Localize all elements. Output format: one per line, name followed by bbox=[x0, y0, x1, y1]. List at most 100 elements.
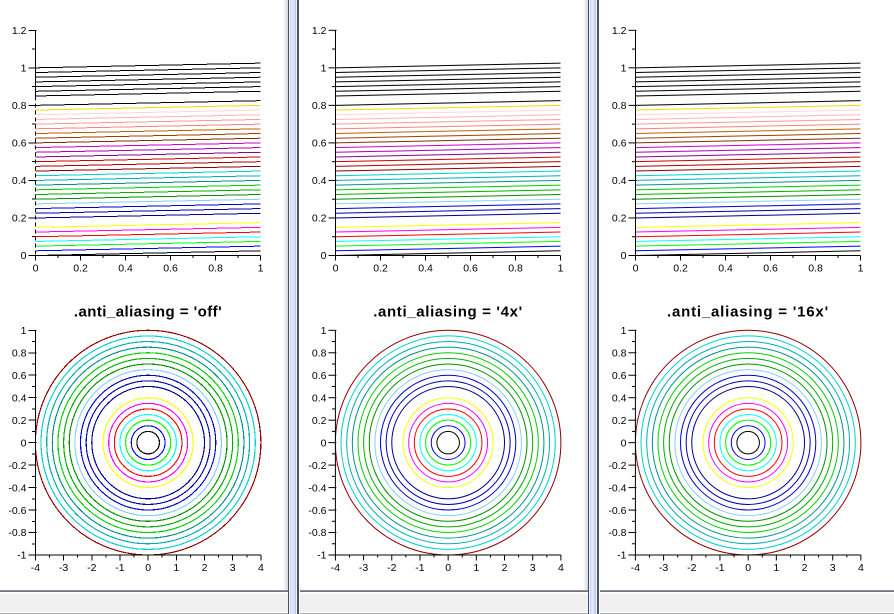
svg-text:0.8: 0.8 bbox=[12, 347, 27, 359]
svg-text:.anti_aliasing = '16x': .anti_aliasing = '16x' bbox=[667, 304, 829, 321]
svg-text:0.8: 0.8 bbox=[808, 263, 823, 275]
svg-text:0.8: 0.8 bbox=[12, 100, 27, 112]
svg-text:.anti_aliasing = 'off': .anti_aliasing = 'off' bbox=[74, 304, 222, 321]
svg-text:0: 0 bbox=[21, 437, 27, 449]
svg-text:-1: -1 bbox=[115, 562, 124, 574]
svg-text:1: 1 bbox=[173, 562, 179, 574]
svg-text:-0.4: -0.4 bbox=[308, 482, 326, 494]
svg-text:0.8: 0.8 bbox=[508, 263, 523, 275]
svg-text:0.2: 0.2 bbox=[612, 415, 627, 427]
svg-text:0.6: 0.6 bbox=[312, 138, 327, 150]
svg-text:1: 1 bbox=[321, 63, 327, 75]
svg-text:2: 2 bbox=[802, 562, 808, 574]
svg-text:-2: -2 bbox=[687, 562, 696, 574]
svg-text:1: 1 bbox=[321, 325, 327, 337]
svg-text:-0.6: -0.6 bbox=[8, 505, 26, 517]
svg-text:-4: -4 bbox=[31, 562, 40, 574]
svg-text:-0.4: -0.4 bbox=[608, 482, 626, 494]
svg-text:0.2: 0.2 bbox=[12, 415, 27, 427]
svg-text:0.4: 0.4 bbox=[718, 263, 733, 275]
svg-text:0.2: 0.2 bbox=[373, 263, 388, 275]
svg-text:0: 0 bbox=[621, 250, 627, 262]
svg-text:1: 1 bbox=[473, 562, 479, 574]
svg-text:-1: -1 bbox=[617, 550, 626, 562]
svg-text:-0.2: -0.2 bbox=[8, 460, 26, 472]
svg-text:0.2: 0.2 bbox=[312, 415, 327, 427]
svg-text:0.6: 0.6 bbox=[463, 263, 478, 275]
svg-text:0: 0 bbox=[145, 562, 151, 574]
svg-text:1: 1 bbox=[621, 325, 627, 337]
svg-text:3: 3 bbox=[230, 562, 236, 574]
svg-text:0.8: 0.8 bbox=[612, 100, 627, 112]
svg-text:0: 0 bbox=[621, 437, 627, 449]
svg-text:0.4: 0.4 bbox=[312, 175, 327, 187]
svg-text:0.6: 0.6 bbox=[612, 138, 627, 150]
svg-text:1: 1 bbox=[621, 63, 627, 75]
svg-text:-1: -1 bbox=[317, 550, 326, 562]
svg-text:0.2: 0.2 bbox=[312, 213, 327, 225]
svg-text:-1: -1 bbox=[17, 550, 26, 562]
svg-text:1: 1 bbox=[858, 263, 864, 275]
svg-text:-3: -3 bbox=[359, 562, 368, 574]
svg-text:0.8: 0.8 bbox=[612, 347, 627, 359]
svg-text:.anti_aliasing = '4x': .anti_aliasing = '4x' bbox=[373, 304, 523, 321]
svg-text:-2: -2 bbox=[87, 562, 96, 574]
svg-text:0: 0 bbox=[21, 250, 27, 262]
svg-text:-0.4: -0.4 bbox=[8, 482, 26, 494]
svg-text:1: 1 bbox=[21, 63, 27, 75]
svg-text:0: 0 bbox=[633, 263, 639, 275]
svg-text:4: 4 bbox=[858, 562, 864, 574]
svg-text:4: 4 bbox=[558, 562, 564, 574]
svg-text:0: 0 bbox=[445, 562, 451, 574]
svg-text:3: 3 bbox=[830, 562, 836, 574]
svg-text:1.2: 1.2 bbox=[12, 25, 27, 37]
svg-text:0.2: 0.2 bbox=[12, 213, 27, 225]
svg-text:2: 2 bbox=[502, 562, 508, 574]
svg-text:1: 1 bbox=[258, 263, 264, 275]
svg-text:0.4: 0.4 bbox=[612, 392, 627, 404]
svg-text:1: 1 bbox=[21, 325, 27, 337]
svg-text:0.4: 0.4 bbox=[612, 175, 627, 187]
svg-text:3: 3 bbox=[530, 562, 536, 574]
svg-text:0.4: 0.4 bbox=[312, 392, 327, 404]
svg-text:4: 4 bbox=[258, 562, 264, 574]
svg-text:0.4: 0.4 bbox=[12, 392, 27, 404]
svg-text:-1: -1 bbox=[715, 562, 724, 574]
svg-text:0.2: 0.2 bbox=[673, 263, 688, 275]
svg-text:0: 0 bbox=[333, 263, 339, 275]
svg-text:-1: -1 bbox=[415, 562, 424, 574]
svg-text:0.6: 0.6 bbox=[312, 370, 327, 382]
svg-text:-3: -3 bbox=[659, 562, 668, 574]
svg-text:0.4: 0.4 bbox=[12, 175, 27, 187]
svg-text:0.4: 0.4 bbox=[418, 263, 433, 275]
svg-text:0.2: 0.2 bbox=[612, 213, 627, 225]
svg-text:0.6: 0.6 bbox=[12, 138, 27, 150]
svg-text:0.4: 0.4 bbox=[118, 263, 133, 275]
svg-text:0.6: 0.6 bbox=[163, 263, 178, 275]
svg-text:2: 2 bbox=[202, 562, 208, 574]
svg-text:0: 0 bbox=[745, 562, 751, 574]
svg-text:0.6: 0.6 bbox=[763, 263, 778, 275]
svg-text:0.8: 0.8 bbox=[208, 263, 223, 275]
svg-text:1.2: 1.2 bbox=[612, 25, 627, 37]
svg-text:1.2: 1.2 bbox=[312, 25, 327, 37]
svg-text:0: 0 bbox=[33, 263, 39, 275]
svg-text:1: 1 bbox=[558, 263, 564, 275]
svg-text:0.2: 0.2 bbox=[73, 263, 88, 275]
svg-text:-0.8: -0.8 bbox=[308, 527, 326, 539]
svg-text:-0.2: -0.2 bbox=[308, 460, 326, 472]
svg-text:0.8: 0.8 bbox=[312, 100, 327, 112]
svg-text:-0.8: -0.8 bbox=[8, 527, 26, 539]
svg-text:1: 1 bbox=[773, 562, 779, 574]
svg-text:-4: -4 bbox=[331, 562, 340, 574]
svg-text:0.6: 0.6 bbox=[612, 370, 627, 382]
svg-text:-3: -3 bbox=[59, 562, 68, 574]
svg-text:-0.6: -0.6 bbox=[608, 505, 626, 517]
svg-text:-4: -4 bbox=[631, 562, 640, 574]
svg-text:0.8: 0.8 bbox=[312, 347, 327, 359]
svg-text:-0.8: -0.8 bbox=[608, 527, 626, 539]
svg-text:0: 0 bbox=[321, 437, 327, 449]
svg-text:0: 0 bbox=[321, 250, 327, 262]
svg-text:0.6: 0.6 bbox=[12, 370, 27, 382]
svg-text:-0.6: -0.6 bbox=[308, 505, 326, 517]
